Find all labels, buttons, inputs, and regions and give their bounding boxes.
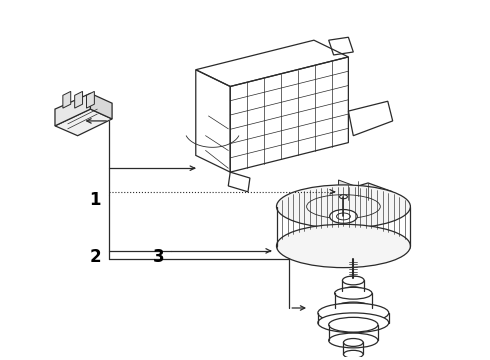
- Ellipse shape: [343, 338, 363, 346]
- Polygon shape: [55, 109, 112, 136]
- Text: 1: 1: [90, 191, 101, 209]
- Ellipse shape: [329, 318, 378, 332]
- Ellipse shape: [329, 333, 378, 348]
- Ellipse shape: [343, 276, 364, 285]
- Polygon shape: [91, 93, 112, 119]
- Ellipse shape: [276, 224, 411, 267]
- Polygon shape: [86, 91, 95, 108]
- Ellipse shape: [343, 287, 364, 296]
- Ellipse shape: [343, 350, 363, 358]
- Ellipse shape: [335, 287, 372, 299]
- Polygon shape: [63, 91, 71, 108]
- Text: 3: 3: [152, 248, 164, 266]
- Ellipse shape: [318, 313, 389, 333]
- Text: 2: 2: [90, 248, 101, 266]
- Polygon shape: [339, 183, 392, 202]
- Ellipse shape: [330, 210, 357, 223]
- Ellipse shape: [337, 213, 350, 220]
- Polygon shape: [74, 91, 82, 108]
- Polygon shape: [339, 180, 365, 202]
- Ellipse shape: [276, 185, 411, 228]
- Polygon shape: [55, 93, 91, 126]
- Ellipse shape: [335, 302, 372, 314]
- Ellipse shape: [318, 303, 389, 323]
- Ellipse shape: [340, 195, 347, 199]
